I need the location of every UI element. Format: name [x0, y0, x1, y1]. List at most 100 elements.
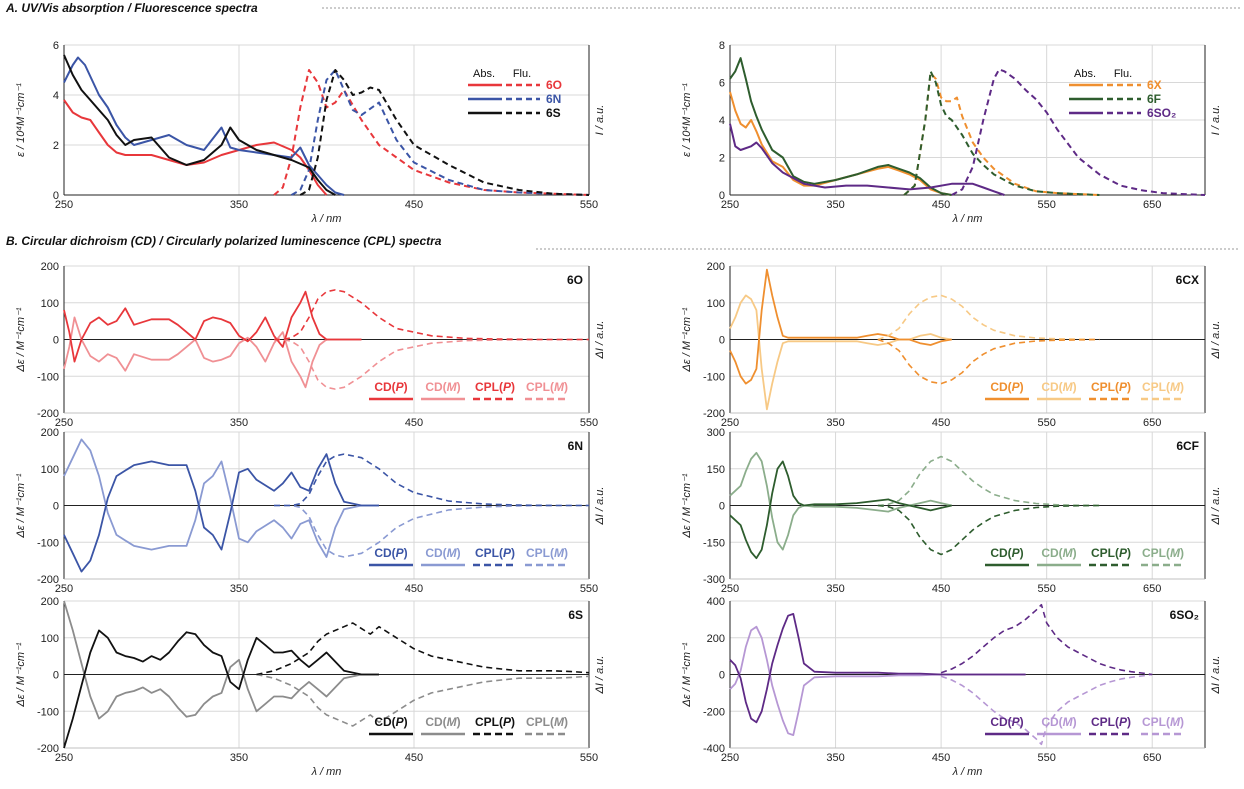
chart-B4: 250 350 450 550 650 -300 -150 0 150 300 Δε / M⁻¹cm… [681, 427, 1222, 595]
series-line-abs [63, 54, 336, 196]
chart-A1: 250 350 450 550 0 2 4 6 λ / nm ε / 10⁴M⁻¹cm⁻¹ I / … [15, 40, 606, 225]
series-cpl-p [256, 622, 590, 676]
y-tick-label: -150 [703, 537, 725, 549]
x-tick-label: 550 [580, 417, 598, 429]
y-tick-label: 150 [707, 464, 725, 476]
x-axis-label: λ / mn [952, 766, 983, 778]
series-line-flu [273, 69, 590, 196]
series-cd-m [63, 438, 379, 558]
legend-entry: 6S [546, 106, 561, 120]
y-tick-label: 0 [53, 335, 59, 347]
x-tick-label: 250 [55, 752, 73, 764]
series-line-flu [291, 69, 590, 196]
y-axis-label: Δε / M⁻¹cm⁻¹ [681, 642, 693, 707]
y2-axis-label: I / a.u. [1210, 105, 1222, 136]
series-cpl-p [940, 603, 1153, 676]
y-axis-label: Δε / M⁻¹cm⁻¹ [15, 307, 27, 372]
legend-entry: CPL(M) [526, 546, 568, 560]
series-cd-p [63, 453, 379, 573]
y-tick-label: 2 [719, 153, 725, 165]
y-axis-label: Δε / M⁻¹cm⁻¹ [681, 473, 693, 538]
y-tick-label: -200 [37, 574, 59, 586]
series-cd-p [63, 629, 379, 749]
chart-A2: 250 350 450 550 650 0 2 4 6 8 λ / nm ε / 10⁴M⁻¹cm⁻¹… [681, 40, 1222, 225]
legend-entry: CD(M) [1041, 546, 1076, 560]
legend-entry: 6O [546, 78, 562, 92]
legend-entry: 6SO₂ [1147, 106, 1176, 120]
legend-header-flu: Flu. [513, 68, 531, 80]
y-tick-label: -100 [703, 371, 725, 383]
series-cpl-m [877, 455, 1100, 507]
legend-entry: CD(M) [425, 380, 460, 394]
y2-axis-label: ΔI / a.u. [594, 656, 606, 695]
series-cd-m [729, 625, 1026, 736]
y-tick-label: 4 [53, 90, 59, 102]
x-tick-label: 350 [230, 752, 248, 764]
x-tick-label: 350 [230, 583, 248, 595]
y-tick-label: 100 [41, 633, 59, 645]
legend-entry: 6X [1147, 78, 1162, 92]
legend-entry: 6F [1147, 92, 1161, 106]
y-tick-label: 100 [707, 298, 725, 310]
y-tick-label: 200 [707, 633, 725, 645]
y-tick-label: 200 [41, 596, 59, 608]
legend-entry: CPL(P) [1091, 380, 1131, 394]
x-tick-label: 350 [826, 583, 844, 595]
y-tick-label: 8 [719, 40, 725, 52]
y-tick-label: 0 [53, 501, 59, 513]
series-line-flu [951, 68, 1206, 196]
legend-entry: CD(M) [1041, 715, 1076, 729]
y-axis-label: ε / 10⁴M⁻¹cm⁻¹ [681, 83, 693, 157]
legend-header-flu: Flu. [1114, 68, 1132, 80]
y-tick-label: 0 [719, 670, 725, 682]
legend-entry: CPL(P) [475, 546, 515, 560]
x-tick-label: 250 [721, 417, 739, 429]
y-tick-label: -400 [703, 743, 725, 755]
y-axis-label: Δε / M⁻¹cm⁻¹ [15, 642, 27, 707]
x-tick-label: 450 [405, 417, 423, 429]
x-tick-label: 250 [55, 417, 73, 429]
chart-B3: 250 350 450 550 -200 -100 0 100 200 Δε / M⁻¹cm⁻¹ Δ… [15, 427, 606, 595]
x-tick-label: 450 [405, 199, 423, 211]
legend-entry: CD(P) [374, 546, 407, 560]
series-cpl-p [274, 453, 589, 507]
y2-axis-label: ΔI / a.u. [594, 321, 606, 360]
y-tick-label: 300 [707, 427, 725, 439]
y-axis-label: ε / 10⁴M⁻¹cm⁻¹ [15, 83, 27, 157]
series-cd-m [63, 316, 362, 389]
x-axis-label: λ / mn [311, 766, 342, 778]
y-tick-label: 200 [41, 261, 59, 273]
x-tick-label: 250 [55, 583, 73, 595]
x-tick-label: 350 [826, 199, 844, 211]
legend-entry: CD(M) [425, 715, 460, 729]
y-tick-label: 100 [41, 464, 59, 476]
x-tick-label: 450 [405, 752, 423, 764]
y-tick-label: 0 [719, 335, 725, 347]
y-axis-label: Δε / M⁻¹cm⁻¹ [15, 473, 27, 538]
x-tick-label: 250 [721, 583, 739, 595]
x-tick-label: 450 [405, 583, 423, 595]
legend-header-abs: Abs. [1074, 68, 1096, 80]
y-tick-label: 200 [41, 427, 59, 439]
x-tick-label: 650 [1143, 583, 1161, 595]
series-line-abs [63, 56, 345, 196]
y-tick-label: 2 [53, 140, 59, 152]
chart-B6: 250 350 450 550 650 -400 -200 0 200 400 λ / mn Δε /… [681, 596, 1222, 778]
y-tick-label: -200 [37, 743, 59, 755]
x-tick-label: 550 [1037, 752, 1055, 764]
y-axis-label: Δε / M⁻¹cm⁻¹ [681, 307, 693, 372]
series-line-abs [729, 123, 1005, 196]
x-tick-label: 550 [580, 752, 598, 764]
series-cpl-m [274, 504, 589, 558]
section-a-title: A. UV/Vis absorption / Fluorescence spec… [5, 1, 258, 15]
y-tick-label: -200 [703, 408, 725, 420]
legend-entry: CPL(P) [1091, 715, 1131, 729]
y2-axis-label: ΔI / a.u. [1210, 656, 1222, 695]
series-line-flu [903, 72, 1100, 196]
y-tick-label: -300 [703, 574, 725, 586]
y-tick-label: 0 [53, 190, 59, 202]
x-tick-label: 250 [55, 199, 73, 211]
x-tick-label: 350 [826, 752, 844, 764]
legend-entry: CPL(P) [475, 380, 515, 394]
legend-entry: CPL(P) [475, 715, 515, 729]
